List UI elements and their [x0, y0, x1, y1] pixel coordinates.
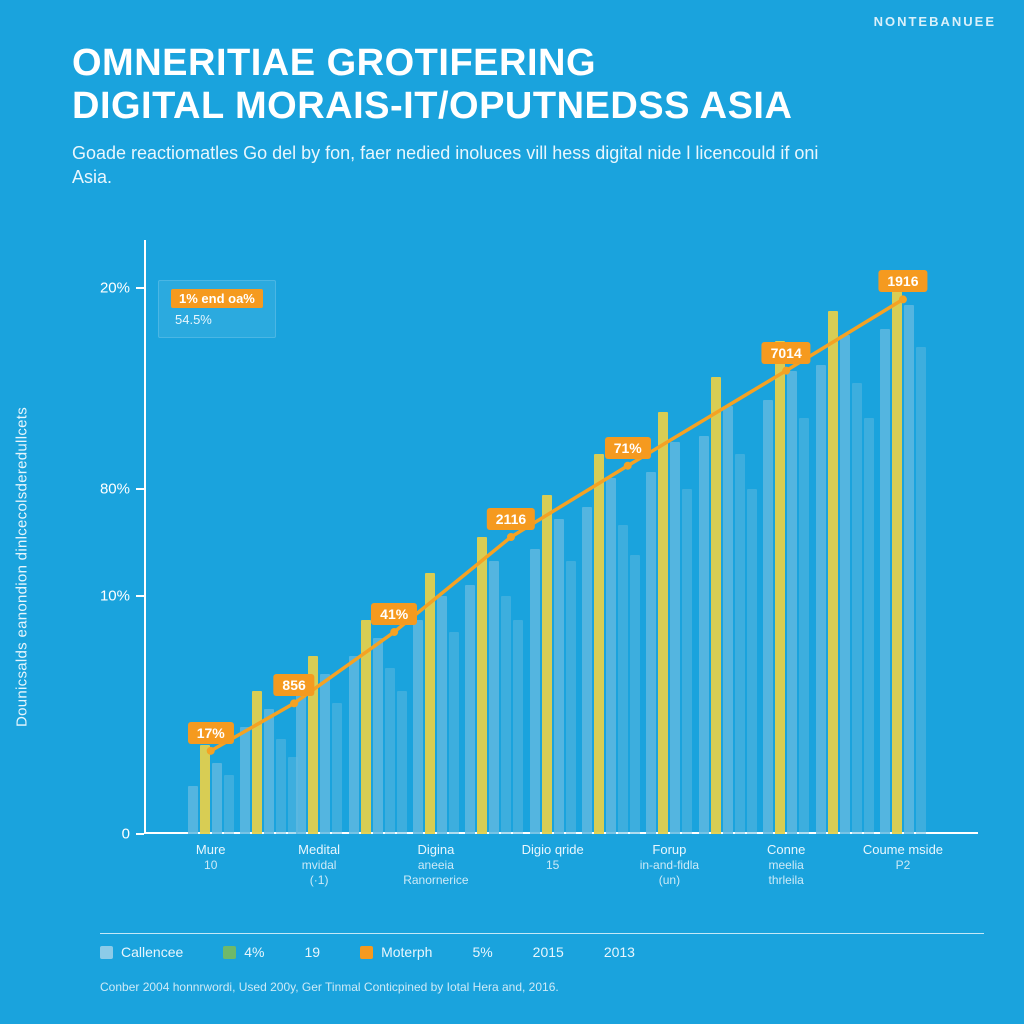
- data-label: 2116: [487, 508, 535, 530]
- y-axis-label: Dounicsalds eanondion dinlcecolsderedull…: [14, 407, 31, 727]
- legend-swatch: [100, 946, 113, 959]
- page-title: OMNERITIAE GROTIFERING DIGITAL MORAIS-IT…: [72, 42, 984, 127]
- source-note: Conber 2004 honnrwordi, Used 200y, Ger T…: [100, 980, 984, 994]
- data-label: 1916: [878, 270, 927, 292]
- legend-item: 2015: [533, 944, 564, 960]
- x-tick-label: Coume msideP2: [848, 842, 958, 873]
- legend-label: Moterph: [381, 944, 432, 960]
- legend-label: 5%: [472, 944, 492, 960]
- y-tick: [136, 833, 144, 835]
- x-tick-label: Meditalmvidal(·1): [264, 842, 374, 888]
- legend-item: 2013: [604, 944, 635, 960]
- legend-label: 2013: [604, 944, 635, 960]
- x-tick-label: Connemeeliathrleila: [731, 842, 841, 888]
- x-tick-label: Forupin-and-fidla(un): [614, 842, 724, 888]
- chart-area: Dounicsalds eanondion dinlcecolsderedull…: [72, 230, 988, 904]
- legend-item: 19: [305, 944, 321, 960]
- footer-legend: Callencee 4% 19 Moterph 5% 2015 2013: [100, 933, 984, 960]
- y-tick: [136, 595, 144, 597]
- plot-area: 1% end oa% 54.5% 010%80%20% Mure10Medita…: [144, 240, 978, 834]
- legend-item: 4%: [223, 944, 264, 960]
- legend-label: 2015: [533, 944, 564, 960]
- inset-legend-row2: 54.5%: [171, 312, 263, 327]
- legend-item: 5%: [472, 944, 492, 960]
- y-tick-label: 20%: [100, 279, 130, 296]
- subtitle: Goade reactiomatles Go del by fon, faer …: [72, 141, 832, 190]
- legend-swatch: [360, 946, 373, 959]
- y-tick-label: 10%: [100, 588, 130, 605]
- legend-item: Callencee: [100, 944, 183, 960]
- data-label: 41%: [371, 603, 417, 625]
- inset-legend-row1: 1% end oa%: [171, 289, 263, 308]
- y-tick-label: 0: [122, 826, 130, 843]
- y-tick: [136, 488, 144, 490]
- brand-label: NONTEBANUEE: [874, 14, 996, 29]
- legend-item: Moterph: [360, 944, 432, 960]
- x-tick-label: DiginaaneeiaRanornerice: [381, 842, 491, 888]
- data-label: 17%: [188, 722, 234, 744]
- inset-legend: 1% end oa% 54.5%: [158, 280, 276, 338]
- x-tick-label: Digio qride15: [498, 842, 608, 873]
- legend-label: 4%: [244, 944, 264, 960]
- y-tick-label: 80%: [100, 481, 130, 498]
- legend-label: 19: [305, 944, 321, 960]
- legend-swatch: [223, 946, 236, 959]
- title-block: OMNERITIAE GROTIFERING DIGITAL MORAIS-IT…: [72, 42, 984, 190]
- data-label: 71%: [605, 437, 651, 459]
- title-line-2: DIGITAL MORAIS-IT/OPUTNEDSS ASIA: [72, 85, 792, 127]
- legend-label: Callencee: [121, 944, 183, 960]
- y-tick: [136, 287, 144, 289]
- data-label: 7014: [762, 342, 811, 364]
- title-line-1: OMNERITIAE GROTIFERING: [72, 42, 596, 84]
- data-label: 856: [273, 674, 314, 696]
- x-tick-label: Mure10: [156, 842, 266, 873]
